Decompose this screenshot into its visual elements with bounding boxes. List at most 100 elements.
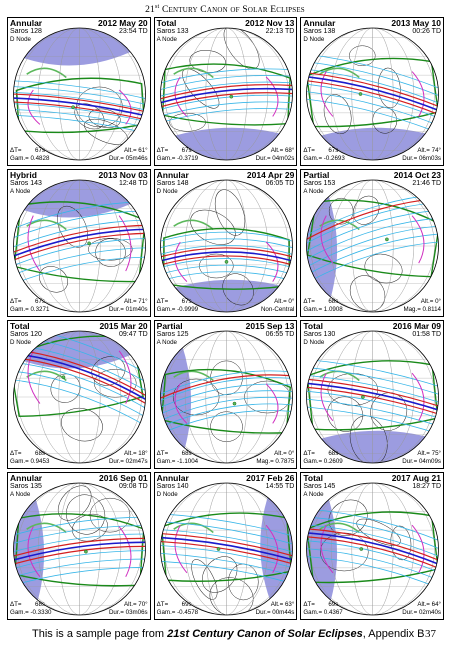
magnitude-contour: [160, 237, 293, 249]
eclipse-date: 2012 Nov 13: [245, 18, 295, 28]
eclipse-panel: Hybrid 2013 Nov 03 Saros 143 12:48 TD A Node…: [7, 168, 151, 317]
footer-text-before: This is a sample page from: [32, 628, 168, 640]
central-line: [306, 382, 439, 412]
lunar-node: D Node: [156, 490, 178, 498]
eclipse-panel: Total 2012 Nov 13 Saros 133 22:13 TD A Node Δ…: [153, 17, 298, 166]
magnitude-contour: [306, 515, 439, 550]
delta-t-value: 67s: [35, 298, 45, 305]
eclipse-date: 2013 Nov 03: [98, 169, 148, 180]
saros-number: Saros 128: [10, 28, 42, 35]
eclipse-globe-map: [13, 482, 146, 615]
eclipse-globe-map: [159, 330, 293, 464]
page-header: 21st Century Canon of Solar Eclipses: [0, 4, 450, 15]
magnitude-contour: [306, 224, 439, 269]
footer-text-after: , Appendix B: [362, 628, 425, 640]
gamma-value: Gam.= -0.2693: [303, 154, 345, 162]
globe-outline: [306, 330, 440, 464]
sun-altitude: Alt.= 71°: [124, 298, 148, 305]
duration-or-magnitude: Dur.= 00m44s: [255, 609, 295, 616]
delta-t-value: 68s: [35, 601, 45, 608]
magnitude-contour: [13, 114, 146, 135]
sun-altitude: Alt.= 68°: [270, 146, 295, 154]
magnitude-contour: [13, 370, 146, 420]
lunar-node: A Node: [156, 36, 177, 43]
path-limit-north: [160, 246, 293, 258]
landmass-outline: [50, 373, 81, 403]
globe-outline: [13, 27, 146, 161]
globe-outline: [159, 27, 293, 161]
duration-or-magnitude: Dur.= 06m03s: [402, 154, 441, 162]
magnitude-contour: [13, 80, 146, 100]
landmass-outline: [95, 237, 126, 267]
central-line: [13, 97, 146, 118]
delta-t-label: ΔT=: [156, 146, 169, 154]
gamma-value: Gam.= -0.3719: [156, 154, 199, 162]
eclipse-date: 2017 Feb 26: [246, 472, 295, 483]
landmass-outline: [328, 499, 368, 536]
duration-or-magnitude: Dur.= 01m40s: [108, 306, 148, 313]
greatest-eclipse-time: 06:05 TD: [265, 179, 295, 187]
magnitude-contour: [13, 237, 146, 267]
greatest-eclipse-time: 21:46 TD: [412, 179, 441, 187]
penumbra-outline: [13, 335, 144, 418]
eclipse-panel: Annular 2017 Feb 26 Saros 140 14:55 TD D Nod…: [153, 471, 298, 620]
sun-altitude: Alt.= 18°: [124, 449, 148, 457]
delta-t-label: ΔT=: [156, 449, 169, 457]
eclipse-type-label: Hybrid: [10, 169, 37, 180]
eclipse-type-label: Total: [303, 321, 324, 331]
magnitude-contour: [306, 209, 439, 253]
eclipse-type-label: Partial: [303, 169, 330, 180]
eclipse-panel: Annular 2014 Apr 29 Saros 148 06:05 TD D Nod…: [153, 168, 298, 317]
delta-t-label: ΔT=: [303, 449, 315, 457]
eclipse-date: 2016 Sep 01: [98, 472, 148, 483]
landmass-outline: [378, 67, 401, 109]
path-limit-south: [160, 540, 293, 565]
saros-number: Saros 153: [303, 179, 336, 187]
magnitude-contour: [13, 379, 146, 428]
magnitude-contour: [160, 390, 293, 416]
globe-outline: [13, 482, 146, 615]
lunar-node: A Node: [303, 187, 324, 195]
path-limit-south: [306, 386, 439, 416]
central-line: [13, 541, 146, 562]
landmass-outline: [66, 494, 106, 535]
delta-t-value: 67s: [181, 298, 192, 305]
magnitude-contour: [160, 552, 293, 577]
sun-altitude: Alt.= 61°: [124, 146, 148, 154]
eclipse-globe-map: [306, 330, 440, 464]
delta-t-label: ΔT=: [10, 298, 22, 305]
magnitude-contour: [306, 539, 439, 574]
greatest-eclipse-time: 09:47 TD: [118, 331, 148, 338]
eclipse-panel: Partial 2014 Oct 23 Saros 153 21:46 TD A Nod…: [300, 168, 444, 317]
landmass-outline: [201, 555, 237, 593]
duration-or-magnitude: Dur.= 03m06s: [108, 609, 148, 616]
greatest-eclipse-time: 06:55 TD: [265, 331, 295, 338]
magnitude-contour: [160, 396, 293, 423]
eclipse-panel: Partial 2015 Sep 13 Saros 125 06:55 TD A Nod…: [153, 320, 298, 469]
delta-t-value: 67s: [35, 146, 45, 154]
eclipse-type-label: Annular: [303, 18, 336, 28]
central-line: [160, 87, 293, 105]
magnitude-contour: [160, 68, 293, 85]
greatest-eclipse-time: 22:13 TD: [265, 28, 295, 35]
delta-t-label: ΔT=: [303, 146, 315, 154]
delta-t-value: 68s: [35, 449, 45, 457]
path-limit-north: [160, 532, 293, 557]
greatest-eclipse-time: 00:26 TD: [412, 28, 441, 35]
gamma-value: Gam.= 0.4367: [303, 609, 343, 616]
magnitude-contour: [306, 547, 439, 582]
saros-number: Saros 130: [303, 331, 336, 338]
delta-t-label: ΔT=: [303, 601, 315, 608]
magnitude-contour: [160, 383, 293, 410]
magnitude-contour: [13, 566, 146, 586]
path-limit-south: [160, 254, 293, 266]
gamma-value: Gam.= 0.4828: [10, 154, 50, 162]
landmass-outline: [91, 356, 126, 386]
duration-or-magnitude: Mag.= 0.7875: [256, 457, 295, 465]
eclipse-globe-map: [306, 27, 440, 161]
duration-or-magnitude: Dur.= 05m46s: [108, 154, 148, 162]
gamma-value: Gam.= -0.4578: [156, 609, 199, 616]
globe-outline: [306, 179, 440, 312]
magnitude-contour: [160, 108, 293, 124]
delta-t-label: ΔT=: [10, 449, 22, 457]
